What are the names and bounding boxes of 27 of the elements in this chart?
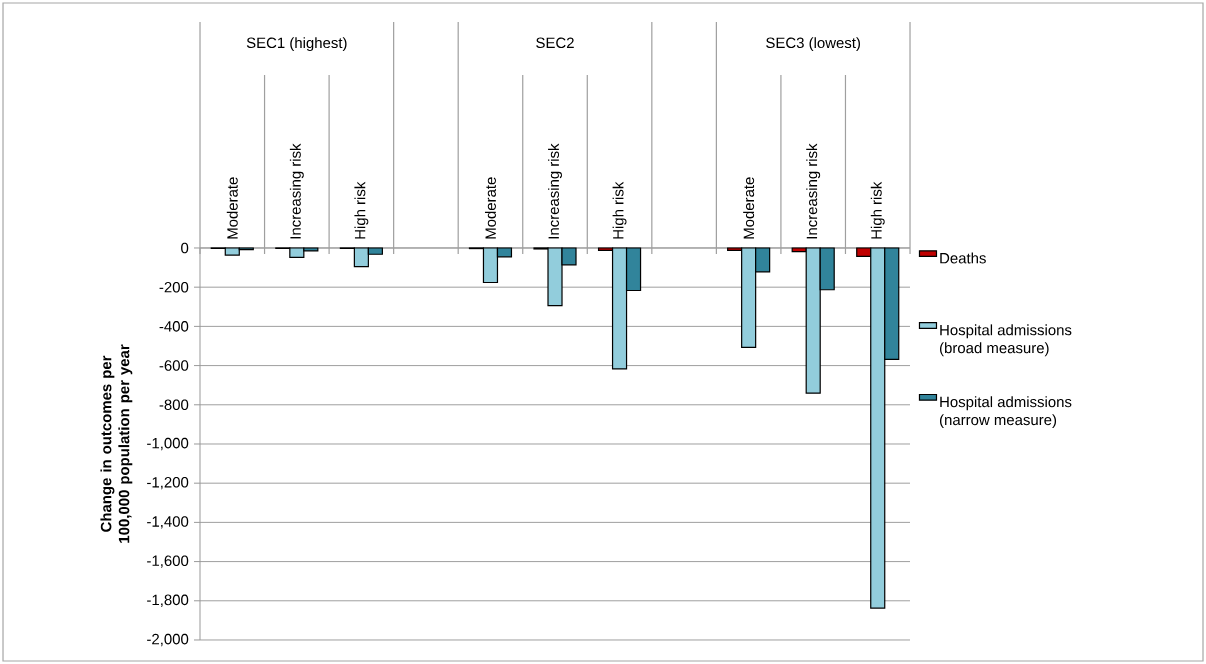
x-tick-label: High risk xyxy=(612,181,627,239)
y-tick-label: -1,800 xyxy=(147,594,189,607)
y-tick-label: -200 xyxy=(159,281,189,293)
y-tick-label: 0 xyxy=(181,242,189,254)
legend-label: Hospital admissions (broad measure) xyxy=(940,324,1072,357)
text: SEC1 (highest) xyxy=(246,37,347,52)
x-tick-label: Increasing risk xyxy=(806,143,821,239)
x-tick-label: High risk xyxy=(354,181,369,239)
y-tick-label: -1,200 xyxy=(147,477,189,490)
y-tick-label: -400 xyxy=(159,321,189,332)
y-tick-label: -1,600 xyxy=(147,555,189,568)
x-tick-label: Increasing risk xyxy=(289,143,304,239)
y-axis-title: Change in outcomes per 100,000 population per year xyxy=(100,344,133,543)
y-tick-label: -600 xyxy=(159,360,189,371)
y-tick-label: -1,400 xyxy=(147,516,189,529)
x-tick-label: Moderate xyxy=(484,177,496,239)
text: SEC2 xyxy=(536,37,574,49)
legend-label: Deaths xyxy=(940,252,986,264)
y-tick-label: -1,000 xyxy=(147,437,189,451)
x-tick-label: Increasing risk xyxy=(548,143,562,239)
y-tick-label: -2,000 xyxy=(147,633,189,647)
y-tick-label: -800 xyxy=(159,399,189,411)
x-tick-label: Moderate xyxy=(226,177,238,239)
legend-label: Hospital admissions (narrow measure) xyxy=(940,396,1072,429)
x-tick-label: Moderate xyxy=(743,177,755,239)
x-tick-label: High risk xyxy=(870,181,885,239)
text: SEC3 (lowest) xyxy=(766,37,860,52)
